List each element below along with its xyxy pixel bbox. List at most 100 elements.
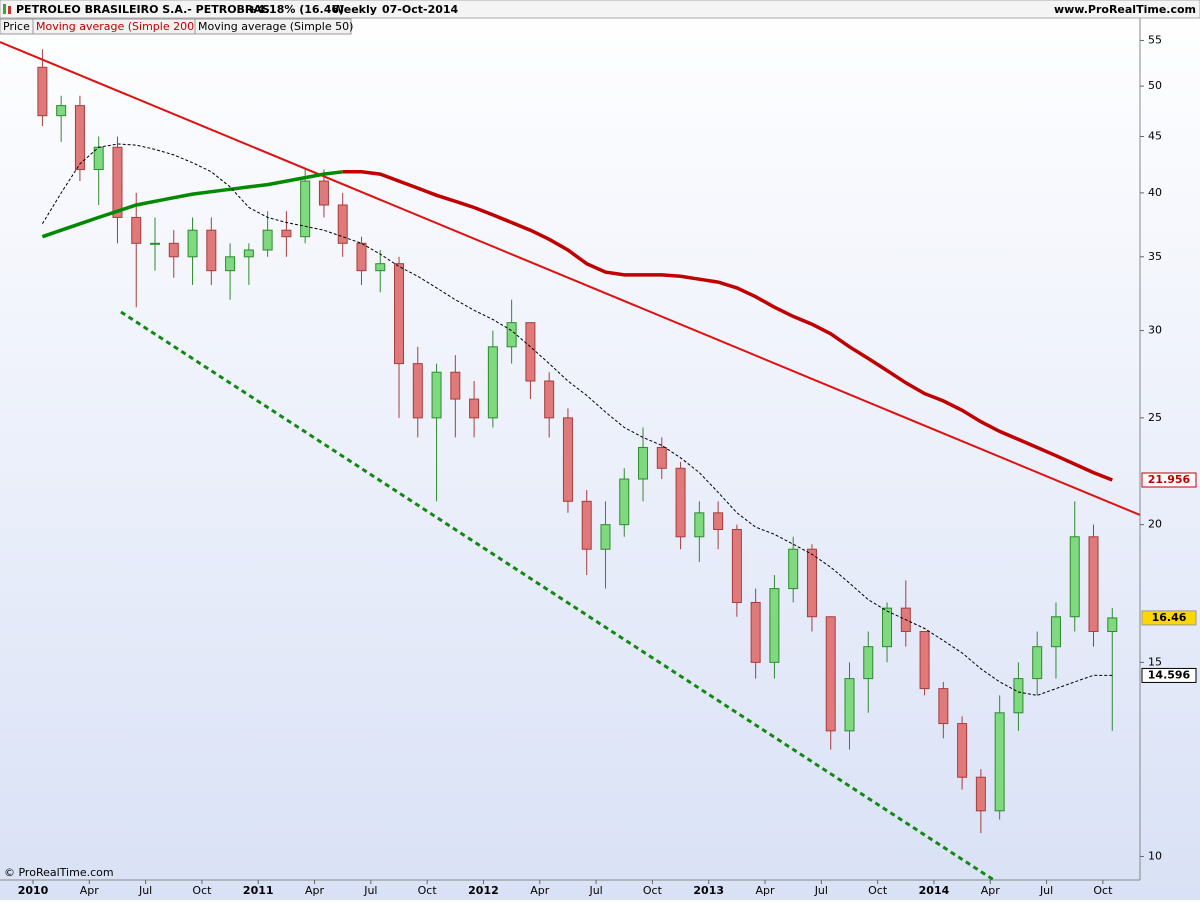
candle-body [150, 242, 161, 245]
y-tick-label: 30 [1148, 324, 1162, 337]
candle-body [394, 263, 405, 365]
x-tick-label: Apr [80, 884, 100, 897]
x-tick-label: 2010 [18, 884, 49, 897]
legend-entry: Moving average (Simple 50) [198, 20, 353, 33]
date: 07-Oct-2014 [382, 3, 459, 16]
candle-body [56, 105, 67, 117]
candle-body [300, 180, 311, 238]
moving-average [41, 170, 343, 239]
candle-body [506, 322, 517, 348]
price-tag-label: 14.596 [1148, 668, 1191, 681]
candle-body [225, 256, 236, 272]
candle-body [318, 180, 329, 206]
x-tick-label: Jul [363, 884, 377, 897]
candle-body [412, 363, 423, 419]
x-tick-label: 2011 [243, 884, 274, 897]
copyright: © ProRealTime.com [4, 866, 114, 879]
candle-body [675, 467, 686, 538]
x-tick-label: Apr [981, 884, 1001, 897]
candle-body [375, 263, 386, 272]
x-tick-label: Apr [305, 884, 325, 897]
moving-average [342, 170, 1113, 482]
x-tick-label: 2013 [693, 884, 724, 897]
candle-body [487, 346, 498, 419]
y-tick-label: 25 [1148, 411, 1162, 424]
y-tick-label: 15 [1148, 655, 1162, 668]
x-tick-label: Oct [418, 884, 438, 897]
x-tick-label: Oct [192, 884, 212, 897]
y-tick-label: 55 [1148, 33, 1162, 46]
period: Weekly [332, 3, 377, 16]
candle-body [37, 66, 48, 117]
candle-body [1032, 646, 1043, 680]
candle-body [882, 607, 893, 648]
candle-body [112, 146, 123, 218]
x-tick-label: Oct [868, 884, 888, 897]
icon [3, 4, 6, 14]
trend-channel [120, 310, 997, 880]
title: PETROLEO BRASILEIRO S.A.- PETROBRAS [16, 3, 270, 16]
candle-body [243, 249, 254, 258]
candle-body [206, 229, 217, 272]
plot-area [37, 49, 1118, 834]
candle-body [750, 601, 761, 663]
legend-price: Price [3, 20, 30, 33]
x-tick-label: Apr [756, 884, 776, 897]
candle-body [1013, 678, 1024, 714]
y-tick-label: 10 [1148, 849, 1162, 862]
x-tick-label: Jul [814, 884, 828, 897]
candle-body [469, 398, 480, 419]
x-tick-label: Oct [1093, 884, 1113, 897]
candle-body [656, 446, 667, 469]
candle-body [74, 105, 85, 171]
candle-body [731, 528, 742, 603]
candle-body [450, 371, 461, 400]
candle-body [187, 229, 198, 258]
candle-body [1088, 536, 1099, 632]
candle-body [281, 229, 292, 238]
moving-average [41, 143, 1113, 696]
candle-body [638, 446, 649, 480]
candle-body [863, 646, 874, 680]
price-tag [1141, 667, 1197, 683]
candle-body [806, 548, 817, 618]
candle-body [262, 229, 273, 251]
change: +4.18% (16.46) [248, 3, 344, 16]
y-tick-label: 35 [1148, 250, 1162, 263]
candle-body [1050, 616, 1061, 648]
x-tick-label: Jul [1039, 884, 1053, 897]
source: www.ProRealTime.com [1054, 3, 1196, 16]
price-tag [1141, 610, 1197, 626]
x-tick-label: Jul [588, 884, 602, 897]
legend-box [194, 18, 352, 35]
candle-body [600, 524, 611, 550]
candle-body [562, 417, 573, 502]
icon [8, 6, 11, 14]
candle-body [825, 616, 836, 732]
candle-body [788, 548, 799, 590]
y-tick-label: 40 [1148, 186, 1162, 199]
trend-line [0, 41, 1140, 516]
candle-body [619, 478, 630, 526]
candle-body [919, 630, 930, 690]
legend-entry: Moving average (Simple 200) [36, 20, 198, 33]
y-tick-label: 20 [1148, 518, 1162, 531]
x-tick-label: Jul [138, 884, 152, 897]
candle-body [131, 216, 142, 244]
header-bar [0, 0, 1200, 19]
candle-body [525, 322, 536, 382]
price-tag-label: 16.46 [1152, 611, 1187, 624]
price-tag [1141, 472, 1197, 488]
candle-body [431, 371, 442, 419]
candle-body [994, 712, 1005, 812]
x-tick-label: 2014 [919, 884, 950, 897]
candle-body [713, 512, 724, 530]
candle-body [975, 776, 986, 812]
candle-body [168, 242, 179, 258]
x-tick-label: 2012 [468, 884, 499, 897]
candle-body [957, 723, 968, 778]
candle-body [1107, 617, 1118, 632]
y-tick-label: 50 [1148, 79, 1162, 92]
